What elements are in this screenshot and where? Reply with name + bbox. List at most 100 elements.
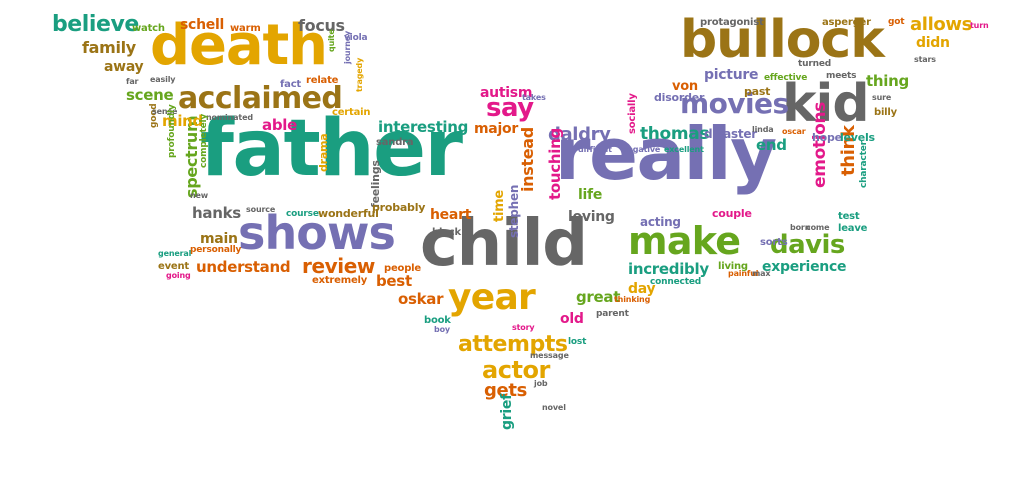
word-von: von: [672, 79, 698, 94]
word-lost: lost: [568, 337, 587, 347]
word-profoundly: profoundly: [167, 104, 177, 158]
word-negative: negative: [622, 145, 661, 154]
word-completely: completely: [199, 113, 209, 168]
word-message: message: [530, 351, 569, 360]
word-quite: quite: [327, 29, 336, 52]
word-born: born: [790, 223, 811, 232]
word-able: able: [262, 116, 297, 134]
word-couple: couple: [712, 207, 752, 220]
word-novel: novel: [542, 403, 566, 412]
word-believe: believe: [52, 12, 139, 37]
word-max: max: [752, 269, 771, 278]
word-bullock: bullock: [680, 10, 885, 70]
word-life: life: [578, 187, 603, 203]
word-death: death: [150, 13, 328, 78]
word-gets: gets: [484, 380, 527, 401]
word-turned: turned: [798, 59, 832, 69]
word-say: say: [486, 93, 534, 123]
word-book: book: [424, 315, 451, 326]
word-hope: hope: [812, 131, 842, 144]
word-protagonist: protagonist: [700, 17, 764, 28]
word-major: major: [474, 121, 518, 137]
word-picture: picture: [704, 67, 759, 83]
word-source: source: [246, 205, 276, 214]
word-linda: linda: [752, 125, 774, 134]
word-incredibly: incredibly: [628, 260, 709, 278]
word-kid: kid: [782, 74, 870, 134]
word-focus: focus: [298, 16, 345, 35]
word-schell: schell: [180, 17, 225, 33]
word-turn: turn: [970, 21, 989, 30]
word-father: father: [200, 104, 463, 194]
word-away: away: [104, 59, 144, 75]
word-journey: journey: [343, 30, 352, 64]
word-sandra: sandra: [376, 137, 414, 148]
word-acclaimed: acclaimed: [178, 81, 343, 116]
word-thing: thing: [866, 72, 909, 90]
word-family: family: [82, 38, 136, 57]
word-best: best: [376, 272, 412, 290]
word-allows: allows: [910, 14, 973, 35]
word-mind: mind: [162, 112, 203, 130]
word-end: end: [756, 136, 787, 154]
word-davis: davis: [770, 230, 845, 260]
word-nominated: nominated: [206, 113, 253, 122]
word-personally: personally: [190, 245, 242, 255]
word-experience: experience: [762, 259, 847, 275]
word-shows: shows: [238, 206, 396, 260]
word-test: test: [838, 211, 860, 222]
word-didn: didn: [916, 35, 950, 51]
word-stephen: stephen: [507, 184, 521, 238]
word-past: past: [744, 85, 771, 98]
word-meets: meets: [826, 71, 857, 81]
word-heart: heart: [430, 207, 472, 223]
word-acting: acting: [640, 215, 681, 229]
word-billy: billy: [874, 107, 897, 118]
word-difficult: difficult: [578, 145, 612, 154]
word-hanks: hanks: [192, 204, 241, 222]
word-course: course: [286, 209, 319, 219]
word-autism: autism: [480, 85, 533, 101]
word-make: make: [628, 219, 741, 263]
word-grief: grief: [499, 394, 515, 430]
word-excellent: excellent: [664, 145, 704, 154]
word-wonderful: wonderful: [318, 207, 379, 220]
word-fact: fact: [280, 79, 302, 90]
word-year: year: [448, 277, 536, 318]
word-new: new: [190, 191, 209, 200]
word-going: going: [166, 271, 191, 280]
word-old: old: [560, 311, 584, 327]
word-instead: instead: [518, 127, 537, 192]
word-oscar: oscar: [782, 127, 806, 136]
word-asperger: asperger: [822, 17, 871, 28]
word-touching: touching: [546, 128, 564, 200]
word-levels: levels: [840, 131, 875, 144]
word-people: people: [384, 263, 421, 274]
word-painful: painful: [728, 269, 759, 278]
word-watch: watch: [132, 23, 165, 34]
word-leave: leave: [838, 223, 868, 234]
word-stars: stars: [914, 55, 936, 64]
word-oskar: oskar: [398, 290, 444, 308]
word-disorder: disorder: [654, 91, 705, 104]
word-day: day: [628, 281, 656, 297]
word-sorts: sorts: [760, 237, 788, 248]
word-loving: loving: [568, 209, 615, 225]
word-general: general: [158, 249, 192, 258]
word-event: event: [158, 261, 189, 272]
word-got: got: [888, 17, 905, 27]
word-socially: socially: [627, 93, 638, 134]
word-extremely: extremely: [312, 275, 368, 286]
word-effective: effective: [764, 73, 808, 83]
word-great: great: [576, 288, 621, 306]
word-probably: probably: [372, 201, 426, 214]
word-understand: understand: [196, 258, 291, 276]
word-job: job: [534, 379, 548, 388]
word-scene: scene: [126, 86, 174, 104]
word-parent: parent: [596, 309, 629, 319]
word-black: black: [432, 227, 461, 238]
word-easily: easily: [150, 75, 176, 84]
word-character: character: [859, 141, 869, 188]
word-actor: actor: [482, 356, 550, 384]
